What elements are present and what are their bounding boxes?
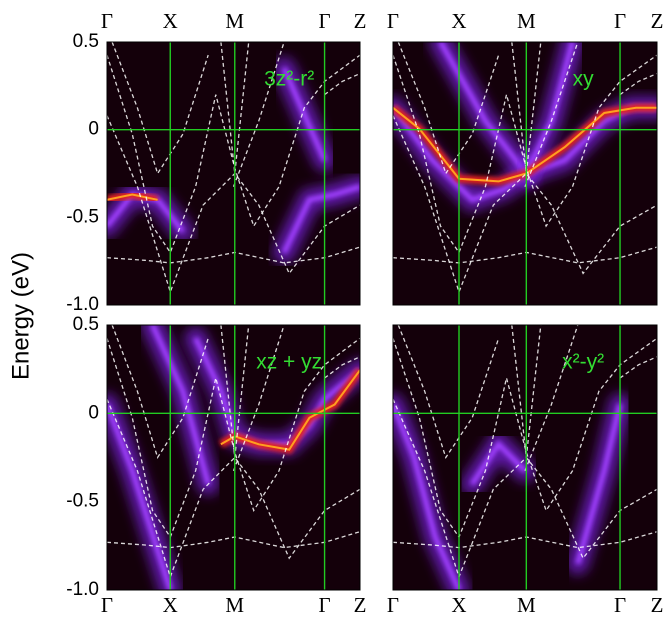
y-tick-label: 0 <box>88 119 99 140</box>
y-tick-label: -0.5 <box>66 491 99 512</box>
k-point-label: Z <box>651 593 664 617</box>
y-tick-label: 0.5 <box>73 314 99 335</box>
dft-band <box>619 356 657 379</box>
spectral-band <box>107 403 173 590</box>
k-point-label: X <box>451 9 466 33</box>
panel-frame <box>392 324 658 591</box>
dft-band <box>107 398 360 579</box>
dft-band <box>107 54 360 254</box>
dft-band <box>232 42 285 187</box>
k-point-label: Z <box>354 9 367 33</box>
dft-band <box>107 531 360 549</box>
panel-frame <box>106 41 361 306</box>
dft-band <box>107 337 360 539</box>
k-point-label: Γ <box>101 593 113 617</box>
spectral-peak-core <box>107 193 158 201</box>
spectral-map <box>107 42 360 305</box>
orbital-label: xz + yz <box>256 351 322 374</box>
spectral-band <box>281 67 327 162</box>
orbital-label: x²-y² <box>562 351 604 374</box>
dft-band <box>619 73 657 96</box>
k-point-label: X <box>163 593 178 617</box>
dft-band <box>524 42 579 187</box>
dft-band <box>111 42 209 176</box>
k-point-label: Γ <box>319 593 331 617</box>
dft-band <box>397 325 500 459</box>
y-axis-label: Energy (eV) <box>7 252 34 380</box>
dft-band <box>220 42 250 174</box>
k-point-label: X <box>163 9 178 33</box>
k-point-label: Γ <box>319 9 331 33</box>
panel: Γ X M Γ Z-1.0-0.500.5xz + yz <box>66 314 366 617</box>
k-point-label: Z <box>354 593 367 617</box>
y-tick-label: 0 <box>88 402 99 423</box>
dft-band <box>393 531 657 549</box>
y-tick-label: -0.5 <box>66 206 99 227</box>
dft-band <box>324 356 360 379</box>
k-point-label: M <box>517 593 536 617</box>
panel: Γ X M Γ Zx²-y² <box>387 324 664 617</box>
k-point-label: M <box>225 9 244 33</box>
dft-band <box>511 42 542 174</box>
k-point-label: M <box>517 9 536 33</box>
background <box>107 42 360 305</box>
dft-band <box>111 325 209 460</box>
spectral-map <box>393 42 657 305</box>
k-point-label: M <box>225 593 244 617</box>
panel: Γ X M Γ Zxy <box>387 9 664 306</box>
spectral-band <box>150 325 211 485</box>
k-point-label: Γ <box>387 593 399 617</box>
spectral-band <box>470 440 527 486</box>
panel-frame <box>106 324 361 591</box>
orbital-label: 3z²-r² <box>264 68 314 91</box>
dft-band <box>393 246 657 264</box>
dft-band <box>393 54 657 254</box>
dft-band <box>393 115 657 294</box>
k-point-label: Γ <box>614 593 626 617</box>
k-point-label: Γ <box>101 9 113 33</box>
dft-band <box>393 337 657 539</box>
dft-band <box>232 325 285 472</box>
spectral-band <box>393 403 462 590</box>
orbital-label: xy <box>573 68 595 91</box>
spectral-band <box>281 184 360 254</box>
spectral-band <box>438 42 529 176</box>
spectral-map <box>393 325 657 590</box>
y-tick-label: 0.5 <box>73 31 99 52</box>
y-tick-label: -1.0 <box>66 579 99 600</box>
dft-band <box>324 73 360 96</box>
y-tick-label: -1.0 <box>66 294 99 315</box>
spectral-map <box>107 325 360 590</box>
k-point-label: Γ <box>614 9 626 33</box>
k-point-label: X <box>451 593 466 617</box>
dft-band <box>524 325 579 472</box>
k-point-label: Γ <box>387 9 399 33</box>
panel-frame <box>392 41 658 306</box>
dft-band <box>107 246 360 264</box>
spectral-band <box>575 403 623 565</box>
k-point-label: Z <box>651 9 664 33</box>
